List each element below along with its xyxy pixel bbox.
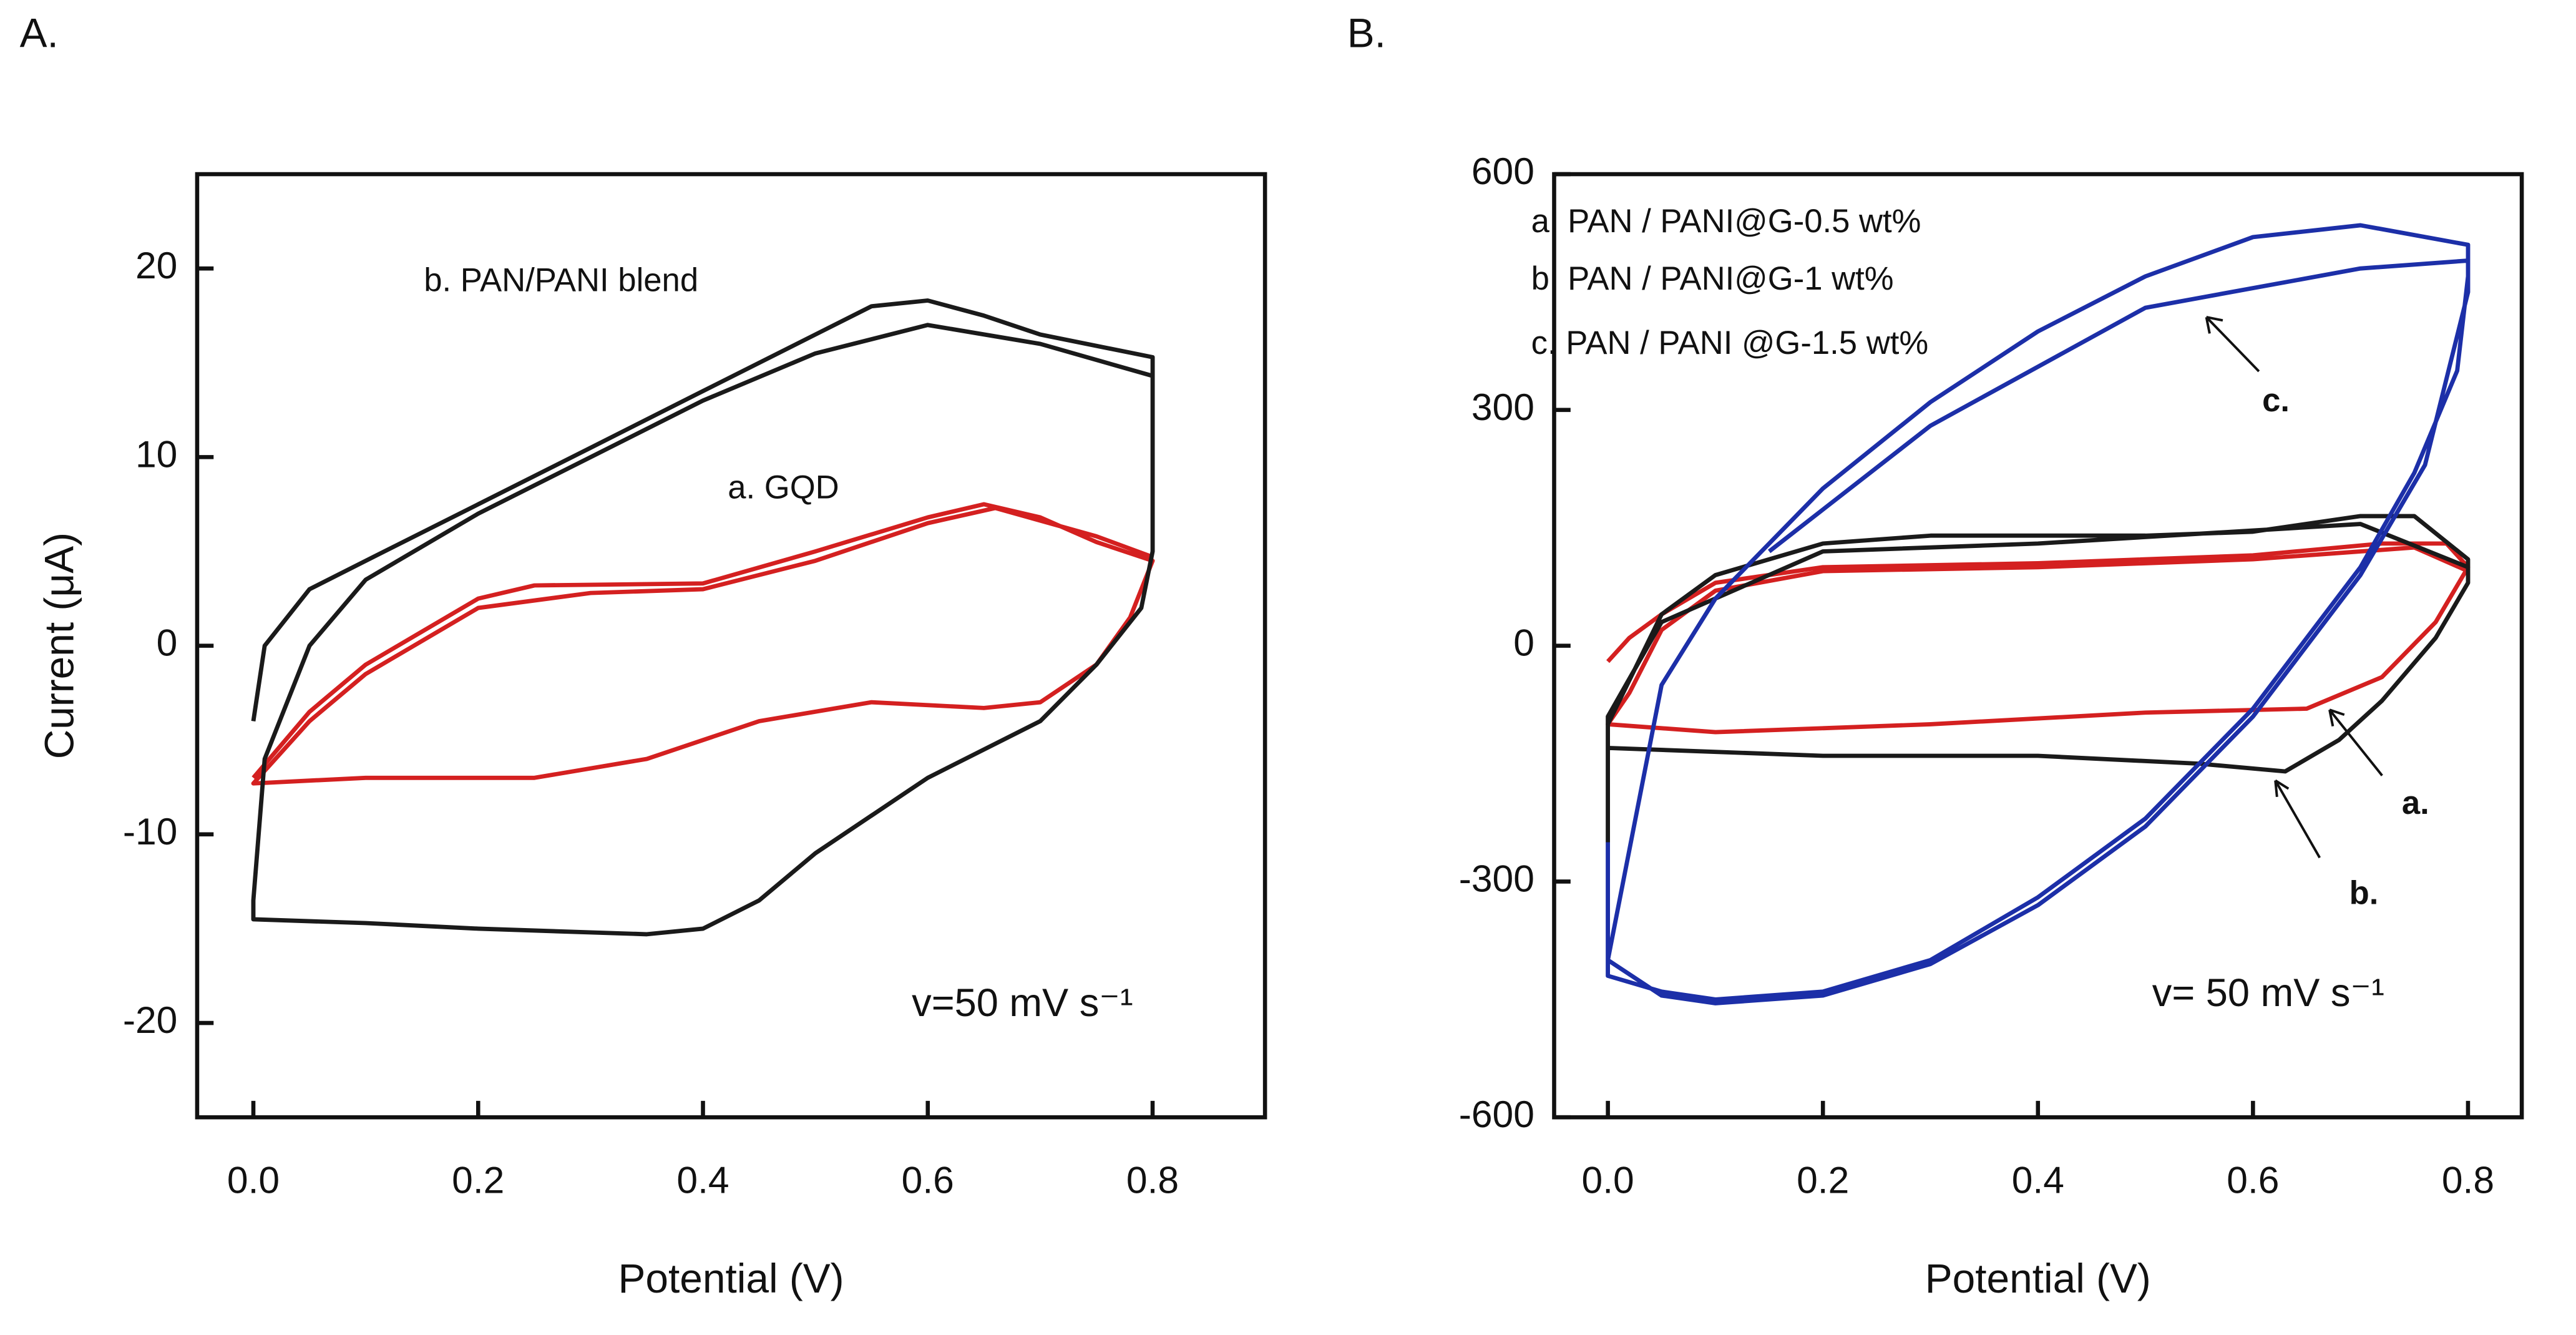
cv-curve bbox=[1606, 223, 2471, 1005]
panel-label: A. bbox=[20, 9, 59, 56]
arrows bbox=[2205, 316, 2383, 859]
series-label: a. GQD bbox=[728, 469, 839, 506]
cv-curve bbox=[251, 298, 1155, 937]
series-label: a. PAN / PANI@G-0.5 wt% bbox=[1531, 203, 1921, 240]
series-label: c. PAN / PANI @G-1.5 wt% bbox=[1531, 325, 1929, 361]
y-tick-label: 300 bbox=[1471, 386, 1534, 428]
annotation: c. bbox=[2262, 382, 2290, 419]
x-tick-label: 0.0 bbox=[227, 1158, 280, 1201]
x-tick-label: 0.2 bbox=[452, 1158, 504, 1201]
cv-curve bbox=[251, 502, 1155, 786]
arrow-a bbox=[2328, 708, 2383, 776]
x-tick-label: 0.0 bbox=[1582, 1158, 1634, 1201]
cv-curve bbox=[1606, 514, 2471, 843]
arrow-c bbox=[2205, 316, 2260, 373]
y-tick-label: 0 bbox=[1513, 622, 1534, 664]
arrow-b bbox=[2274, 779, 2321, 859]
y-tick-label: 10 bbox=[135, 433, 177, 475]
x-axis-label: Potential (V) bbox=[1925, 1255, 2151, 1301]
x-tick-label: 0.4 bbox=[676, 1158, 729, 1201]
x-axis-label: Potential (V) bbox=[618, 1255, 844, 1301]
x-tick-label: 0.4 bbox=[2012, 1158, 2064, 1201]
y-tick-label: -600 bbox=[1459, 1093, 1534, 1135]
annotation: b. bbox=[2349, 875, 2379, 912]
y-tick-label: 0 bbox=[157, 622, 178, 664]
y-tick-label: 20 bbox=[135, 244, 177, 286]
series-label: b. PAN/PANI blend bbox=[424, 262, 698, 299]
plot-frame bbox=[195, 172, 1267, 1120]
x-tick-label: 0.6 bbox=[902, 1158, 954, 1201]
x-tick-label: 0.8 bbox=[2442, 1158, 2494, 1201]
y-axis-label: Current (μA) bbox=[36, 532, 82, 759]
panel-label: B. bbox=[1347, 9, 1386, 56]
annotation: v= 50 mV s⁻¹ bbox=[2152, 971, 2384, 1015]
x-tick-label: 0.2 bbox=[1797, 1158, 1849, 1201]
annotation: v=50 mV s⁻¹ bbox=[912, 981, 1133, 1025]
cv-curve bbox=[1606, 541, 2471, 735]
y-tick-label: 600 bbox=[1471, 150, 1534, 192]
series-label: b. PAN / PANI@G-1 wt% bbox=[1531, 260, 1894, 297]
y-tick-label: -20 bbox=[123, 999, 178, 1041]
annotation: a. bbox=[2402, 785, 2429, 821]
y-tick-label: -300 bbox=[1459, 857, 1534, 899]
x-tick-label: 0.8 bbox=[1126, 1158, 1179, 1201]
y-tick-label: -10 bbox=[123, 810, 178, 853]
x-tick-label: 0.6 bbox=[2227, 1158, 2279, 1201]
